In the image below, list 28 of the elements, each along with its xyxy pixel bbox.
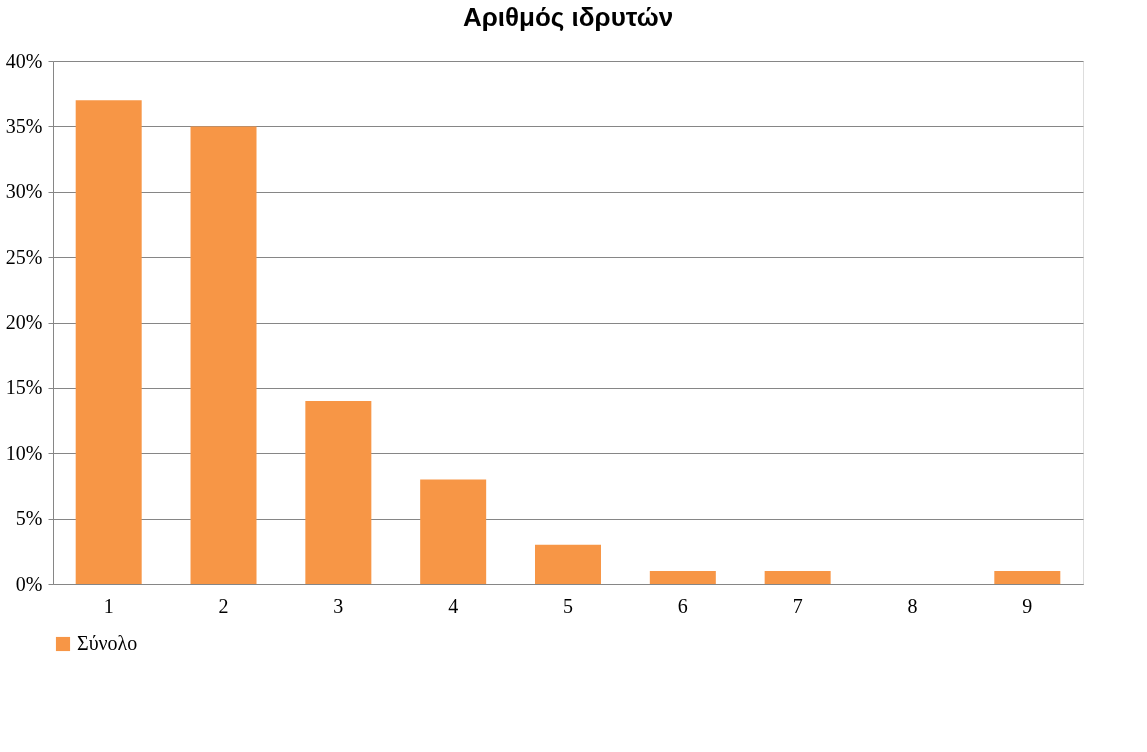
bar	[764, 570, 831, 584]
x-tick-label: 8	[907, 594, 918, 617]
bar	[190, 126, 257, 584]
x-tick-label: 9	[1022, 594, 1033, 617]
y-tick-label: 40%	[5, 49, 43, 72]
bar	[305, 400, 372, 584]
y-tick-label: 10%	[5, 441, 43, 464]
x-tick-label: 5	[563, 594, 573, 617]
y-tick-label: 0%	[15, 572, 43, 595]
x-tick-label: 7	[792, 594, 803, 617]
x-tick-label: 3	[333, 594, 344, 617]
bar	[535, 544, 601, 584]
y-tick-label: 20%	[5, 311, 43, 333]
y-tick-label: 35%	[5, 114, 43, 137]
legend-label: Σύνολο	[77, 632, 138, 654]
y-tick-label: 25%	[5, 245, 43, 268]
chart-title: Αριθμός ιδρυτών	[462, 2, 674, 32]
x-tick-label: 1	[103, 594, 114, 617]
bar	[75, 100, 142, 584]
x-tick-label: 4	[448, 594, 459, 617]
bar	[994, 570, 1061, 584]
x-tick-label: 6	[677, 594, 688, 617]
bar	[649, 570, 716, 584]
y-tick-label: 5%	[15, 507, 43, 530]
y-tick-label: 15%	[5, 376, 43, 399]
bar	[420, 479, 487, 584]
y-tick-label: 30%	[5, 180, 43, 203]
x-tick-label: 2	[218, 594, 229, 617]
